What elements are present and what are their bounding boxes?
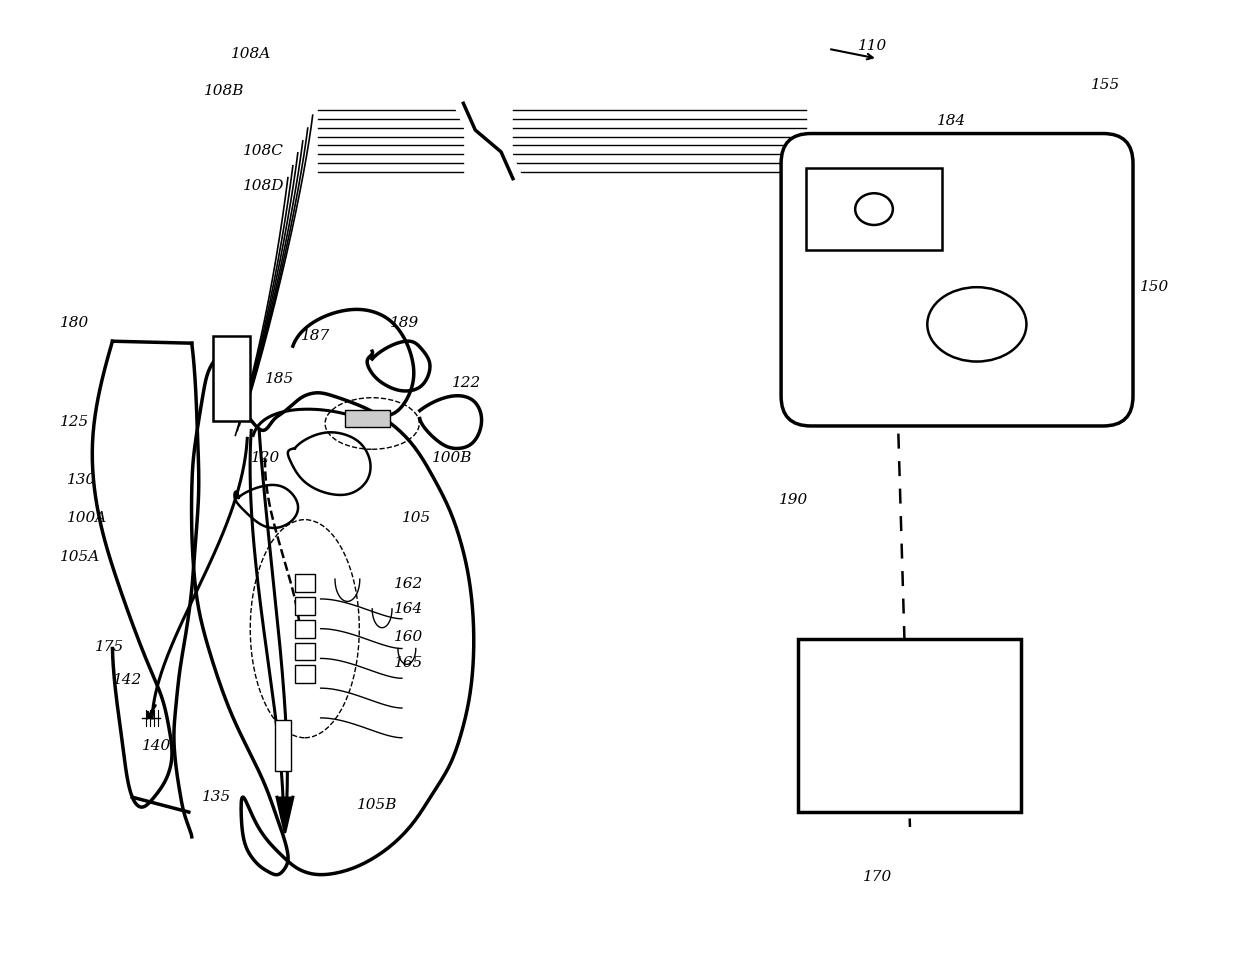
Text: 187: 187 bbox=[301, 330, 330, 343]
Text: 108A: 108A bbox=[232, 47, 272, 60]
Text: 130: 130 bbox=[67, 473, 97, 487]
Text: 135: 135 bbox=[202, 790, 231, 804]
Text: 162: 162 bbox=[394, 577, 423, 591]
Text: 160: 160 bbox=[394, 629, 423, 644]
Text: 189: 189 bbox=[391, 316, 419, 331]
Text: 105B: 105B bbox=[357, 798, 398, 812]
Bar bbox=[345, 410, 389, 427]
Bar bbox=[295, 574, 315, 592]
Bar bbox=[275, 719, 291, 771]
Bar bbox=[212, 336, 250, 421]
Text: 100B: 100B bbox=[432, 451, 472, 466]
Bar bbox=[295, 620, 315, 638]
Text: 100A: 100A bbox=[67, 511, 107, 525]
Text: 155: 155 bbox=[1091, 79, 1120, 93]
Text: 122: 122 bbox=[451, 376, 481, 390]
Text: 142: 142 bbox=[113, 673, 141, 687]
Bar bbox=[295, 666, 315, 683]
Text: 108B: 108B bbox=[203, 84, 244, 99]
Text: 110: 110 bbox=[858, 39, 887, 53]
Text: 165: 165 bbox=[394, 656, 423, 671]
Text: 190: 190 bbox=[779, 492, 807, 507]
Text: 182: 182 bbox=[937, 250, 966, 264]
Bar bbox=[806, 169, 942, 250]
Text: 164: 164 bbox=[394, 602, 423, 616]
Text: 185: 185 bbox=[265, 372, 294, 386]
Text: 125: 125 bbox=[60, 416, 89, 429]
Text: 150: 150 bbox=[1141, 280, 1169, 294]
FancyBboxPatch shape bbox=[781, 133, 1133, 426]
Bar bbox=[295, 597, 315, 615]
Text: 180: 180 bbox=[60, 316, 89, 331]
Text: 105: 105 bbox=[402, 511, 432, 525]
Ellipse shape bbox=[856, 194, 893, 225]
Text: 140: 140 bbox=[143, 739, 171, 753]
Text: 120: 120 bbox=[252, 451, 280, 466]
Ellipse shape bbox=[928, 287, 1027, 361]
Polygon shape bbox=[277, 797, 293, 832]
Text: 105A: 105A bbox=[60, 550, 100, 564]
Text: 108D: 108D bbox=[243, 178, 285, 193]
Bar bbox=[799, 639, 1022, 812]
Text: 175: 175 bbox=[94, 640, 124, 653]
Text: 108C: 108C bbox=[243, 144, 284, 158]
Bar bbox=[295, 643, 315, 660]
Text: 外部系统: 外部系统 bbox=[863, 706, 957, 744]
Text: 170: 170 bbox=[863, 870, 892, 883]
Text: 184: 184 bbox=[937, 114, 966, 128]
